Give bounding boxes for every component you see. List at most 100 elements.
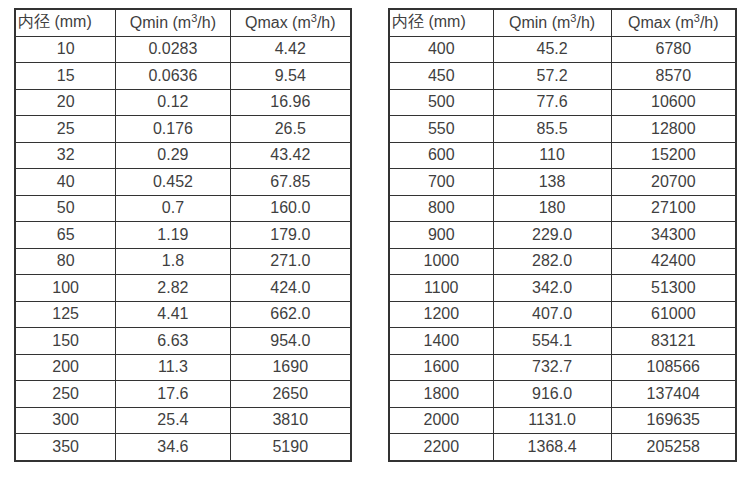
flow-rate-table-small-diameters: 内径 (mm)Qmin (m3/h)Qmax (m3/h)100.02834.4… xyxy=(14,8,352,462)
table-cell: 20 xyxy=(15,89,116,116)
table-cell: 34300 xyxy=(611,222,736,249)
table-cell: 12800 xyxy=(611,116,736,143)
column-header: Qmin (m3/h) xyxy=(493,9,611,36)
table-row: 400.45267.85 xyxy=(15,169,351,196)
table-cell: 67.85 xyxy=(230,169,351,196)
table-cell: 271.0 xyxy=(230,248,351,275)
table-cell: 32 xyxy=(15,142,116,169)
table-row: 60011015200 xyxy=(389,142,736,169)
column-header: Qmin (m3/h) xyxy=(116,9,230,36)
table-cell: 61000 xyxy=(611,301,736,328)
table-cell: 15200 xyxy=(611,142,736,169)
table-cell: 80 xyxy=(15,248,116,275)
table-row: 500.7160.0 xyxy=(15,195,351,222)
table-cell: 169635 xyxy=(611,407,736,434)
table-row: 1000282.042400 xyxy=(389,248,736,275)
table-row: 20011.31690 xyxy=(15,354,351,381)
table-cell: 43.42 xyxy=(230,142,351,169)
table-cell: 342.0 xyxy=(493,275,611,302)
table-cell: 282.0 xyxy=(493,248,611,275)
table-cell: 0.7 xyxy=(116,195,230,222)
table-cell: 50 xyxy=(15,195,116,222)
table-cell: 16.96 xyxy=(230,89,351,116)
table-cell: 100 xyxy=(15,275,116,302)
table-row: 100.02834.42 xyxy=(15,36,351,63)
table-row: 70013820700 xyxy=(389,169,736,196)
table-cell: 179.0 xyxy=(230,222,351,249)
table-header-row: 内径 (mm)Qmin (m3/h)Qmax (m3/h) xyxy=(389,9,736,36)
table-cell: 15 xyxy=(15,63,116,90)
table-cell: 300 xyxy=(15,407,116,434)
table-row: 25017.62650 xyxy=(15,381,351,408)
table-row: 801.8271.0 xyxy=(15,248,351,275)
table-row: 150.06369.54 xyxy=(15,63,351,90)
table-row: 1254.41662.0 xyxy=(15,301,351,328)
table-cell: 83121 xyxy=(611,328,736,355)
table-cell: 0.12 xyxy=(116,89,230,116)
table-header-row: 内径 (mm)Qmin (m3/h)Qmax (m3/h) xyxy=(15,9,351,36)
column-header: 内径 (mm) xyxy=(15,9,116,36)
table-cell: 554.1 xyxy=(493,328,611,355)
page-canvas: 内径 (mm)Qmin (m3/h)Qmax (m3/h)100.02834.4… xyxy=(0,0,750,483)
table-cell: 108566 xyxy=(611,354,736,381)
table-row: 1002.82424.0 xyxy=(15,275,351,302)
table-cell: 1.19 xyxy=(116,222,230,249)
table-cell: 1000 xyxy=(389,248,493,275)
table-cell: 4.41 xyxy=(116,301,230,328)
flow-rate-table-large-diameters: 内径 (mm)Qmin (m3/h)Qmax (m3/h)40045.26780… xyxy=(388,8,737,462)
table-cell: 350 xyxy=(15,434,116,461)
table-cell: 85.5 xyxy=(493,116,611,143)
table-row: 35034.65190 xyxy=(15,434,351,461)
table-cell: 550 xyxy=(389,116,493,143)
table-cell: 600 xyxy=(389,142,493,169)
table-cell: 1131.0 xyxy=(493,407,611,434)
table-row: 1100342.051300 xyxy=(389,275,736,302)
table-cell: 34.6 xyxy=(116,434,230,461)
table-row: 30025.43810 xyxy=(15,407,351,434)
superscript-3: 3 xyxy=(694,11,700,23)
table-row: 1600732.7108566 xyxy=(389,354,736,381)
table-cell: 180 xyxy=(493,195,611,222)
table-cell: 11.3 xyxy=(116,354,230,381)
column-header: 内径 (mm) xyxy=(389,9,493,36)
table-row: 22001368.4205258 xyxy=(389,434,736,461)
table-cell: 1.8 xyxy=(116,248,230,275)
table-cell: 450 xyxy=(389,63,493,90)
table-row: 1800916.0137404 xyxy=(389,381,736,408)
superscript-3: 3 xyxy=(311,11,317,23)
table-row: 1200407.061000 xyxy=(389,301,736,328)
table-cell: 8570 xyxy=(611,63,736,90)
table-cell: 65 xyxy=(15,222,116,249)
table-cell: 4.42 xyxy=(230,36,351,63)
table-cell: 57.2 xyxy=(493,63,611,90)
table-cell: 900 xyxy=(389,222,493,249)
table-cell: 40 xyxy=(15,169,116,196)
table-row: 1400554.183121 xyxy=(389,328,736,355)
table-row: 250.17626.5 xyxy=(15,116,351,143)
superscript-3: 3 xyxy=(191,11,197,23)
table-cell: 0.29 xyxy=(116,142,230,169)
table-cell: 407.0 xyxy=(493,301,611,328)
table-cell: 138 xyxy=(493,169,611,196)
table-cell: 2000 xyxy=(389,407,493,434)
table-cell: 2650 xyxy=(230,381,351,408)
table-cell: 2200 xyxy=(389,434,493,461)
table-cell: 0.176 xyxy=(116,116,230,143)
table-row: 55085.512800 xyxy=(389,116,736,143)
table-cell: 954.0 xyxy=(230,328,351,355)
table-cell: 250 xyxy=(15,381,116,408)
table-cell: 17.6 xyxy=(116,381,230,408)
table-cell: 25.4 xyxy=(116,407,230,434)
table-cell: 25 xyxy=(15,116,116,143)
table-cell: 400 xyxy=(389,36,493,63)
table-cell: 20700 xyxy=(611,169,736,196)
table-cell: 9.54 xyxy=(230,63,351,90)
table-cell: 2.82 xyxy=(116,275,230,302)
table-cell: 1368.4 xyxy=(493,434,611,461)
table-cell: 205258 xyxy=(611,434,736,461)
table-cell: 916.0 xyxy=(493,381,611,408)
table-cell: 3810 xyxy=(230,407,351,434)
table-cell: 45.2 xyxy=(493,36,611,63)
table-cell: 10600 xyxy=(611,89,736,116)
table-cell: 10 xyxy=(15,36,116,63)
